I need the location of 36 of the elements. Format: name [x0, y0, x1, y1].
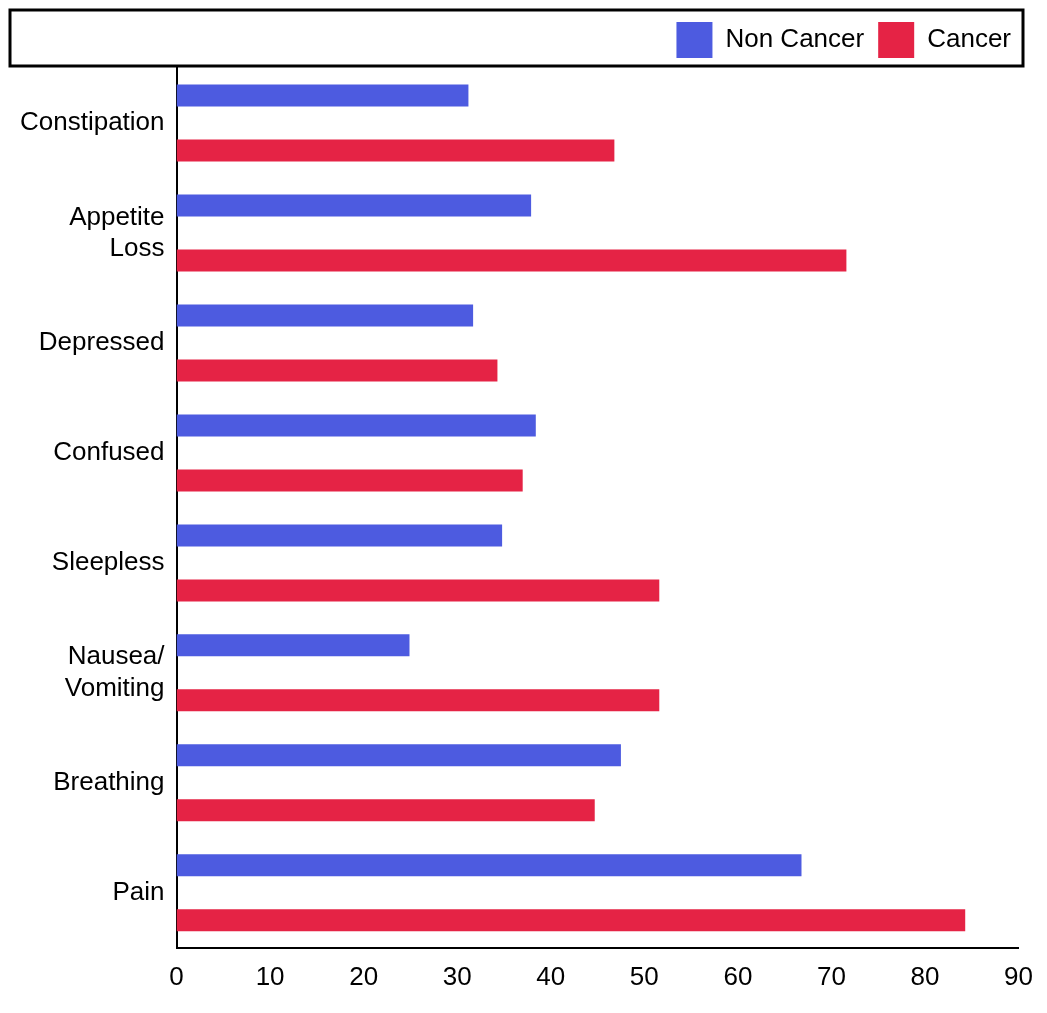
bar	[176, 524, 503, 547]
x-tick-label: 80	[910, 960, 940, 991]
bar	[176, 414, 536, 437]
legend-label: Non Cancer	[725, 23, 865, 54]
x-tick-label: 10	[255, 960, 285, 991]
y-tick-label: Appetite Loss	[69, 200, 165, 262]
bar	[176, 194, 532, 217]
y-tick-label: Pain	[112, 875, 165, 906]
x-tick-label: 50	[629, 960, 659, 991]
bar	[176, 744, 621, 767]
y-tick-label: Confused	[53, 436, 165, 467]
y-tick-label: Nausea/Vomiting	[64, 640, 166, 702]
x-tick-label: 0	[169, 960, 184, 991]
bar	[176, 634, 410, 657]
bar	[176, 304, 474, 327]
x-tick-label: 40	[536, 960, 566, 991]
y-tick-label: Breathing	[53, 766, 165, 797]
legend-label: Cancer	[927, 23, 1012, 54]
bar	[176, 84, 469, 107]
bar	[176, 909, 966, 932]
bar	[176, 139, 615, 162]
y-tick-label: Sleepless	[51, 546, 165, 577]
x-tick-label: 30	[442, 960, 472, 991]
bar	[176, 249, 847, 272]
x-tick-label: 70	[816, 960, 846, 991]
bar	[176, 799, 595, 822]
y-tick-label: Constipation	[19, 106, 165, 137]
bar	[176, 579, 660, 602]
bar	[176, 854, 802, 877]
x-tick-label: 20	[349, 960, 379, 991]
bar	[176, 469, 523, 492]
x-tick-label: 90	[1004, 960, 1033, 991]
y-tick-label: Depressed	[38, 326, 165, 357]
x-tick-label: 60	[723, 960, 753, 991]
bar	[176, 689, 660, 712]
bar	[176, 359, 498, 382]
